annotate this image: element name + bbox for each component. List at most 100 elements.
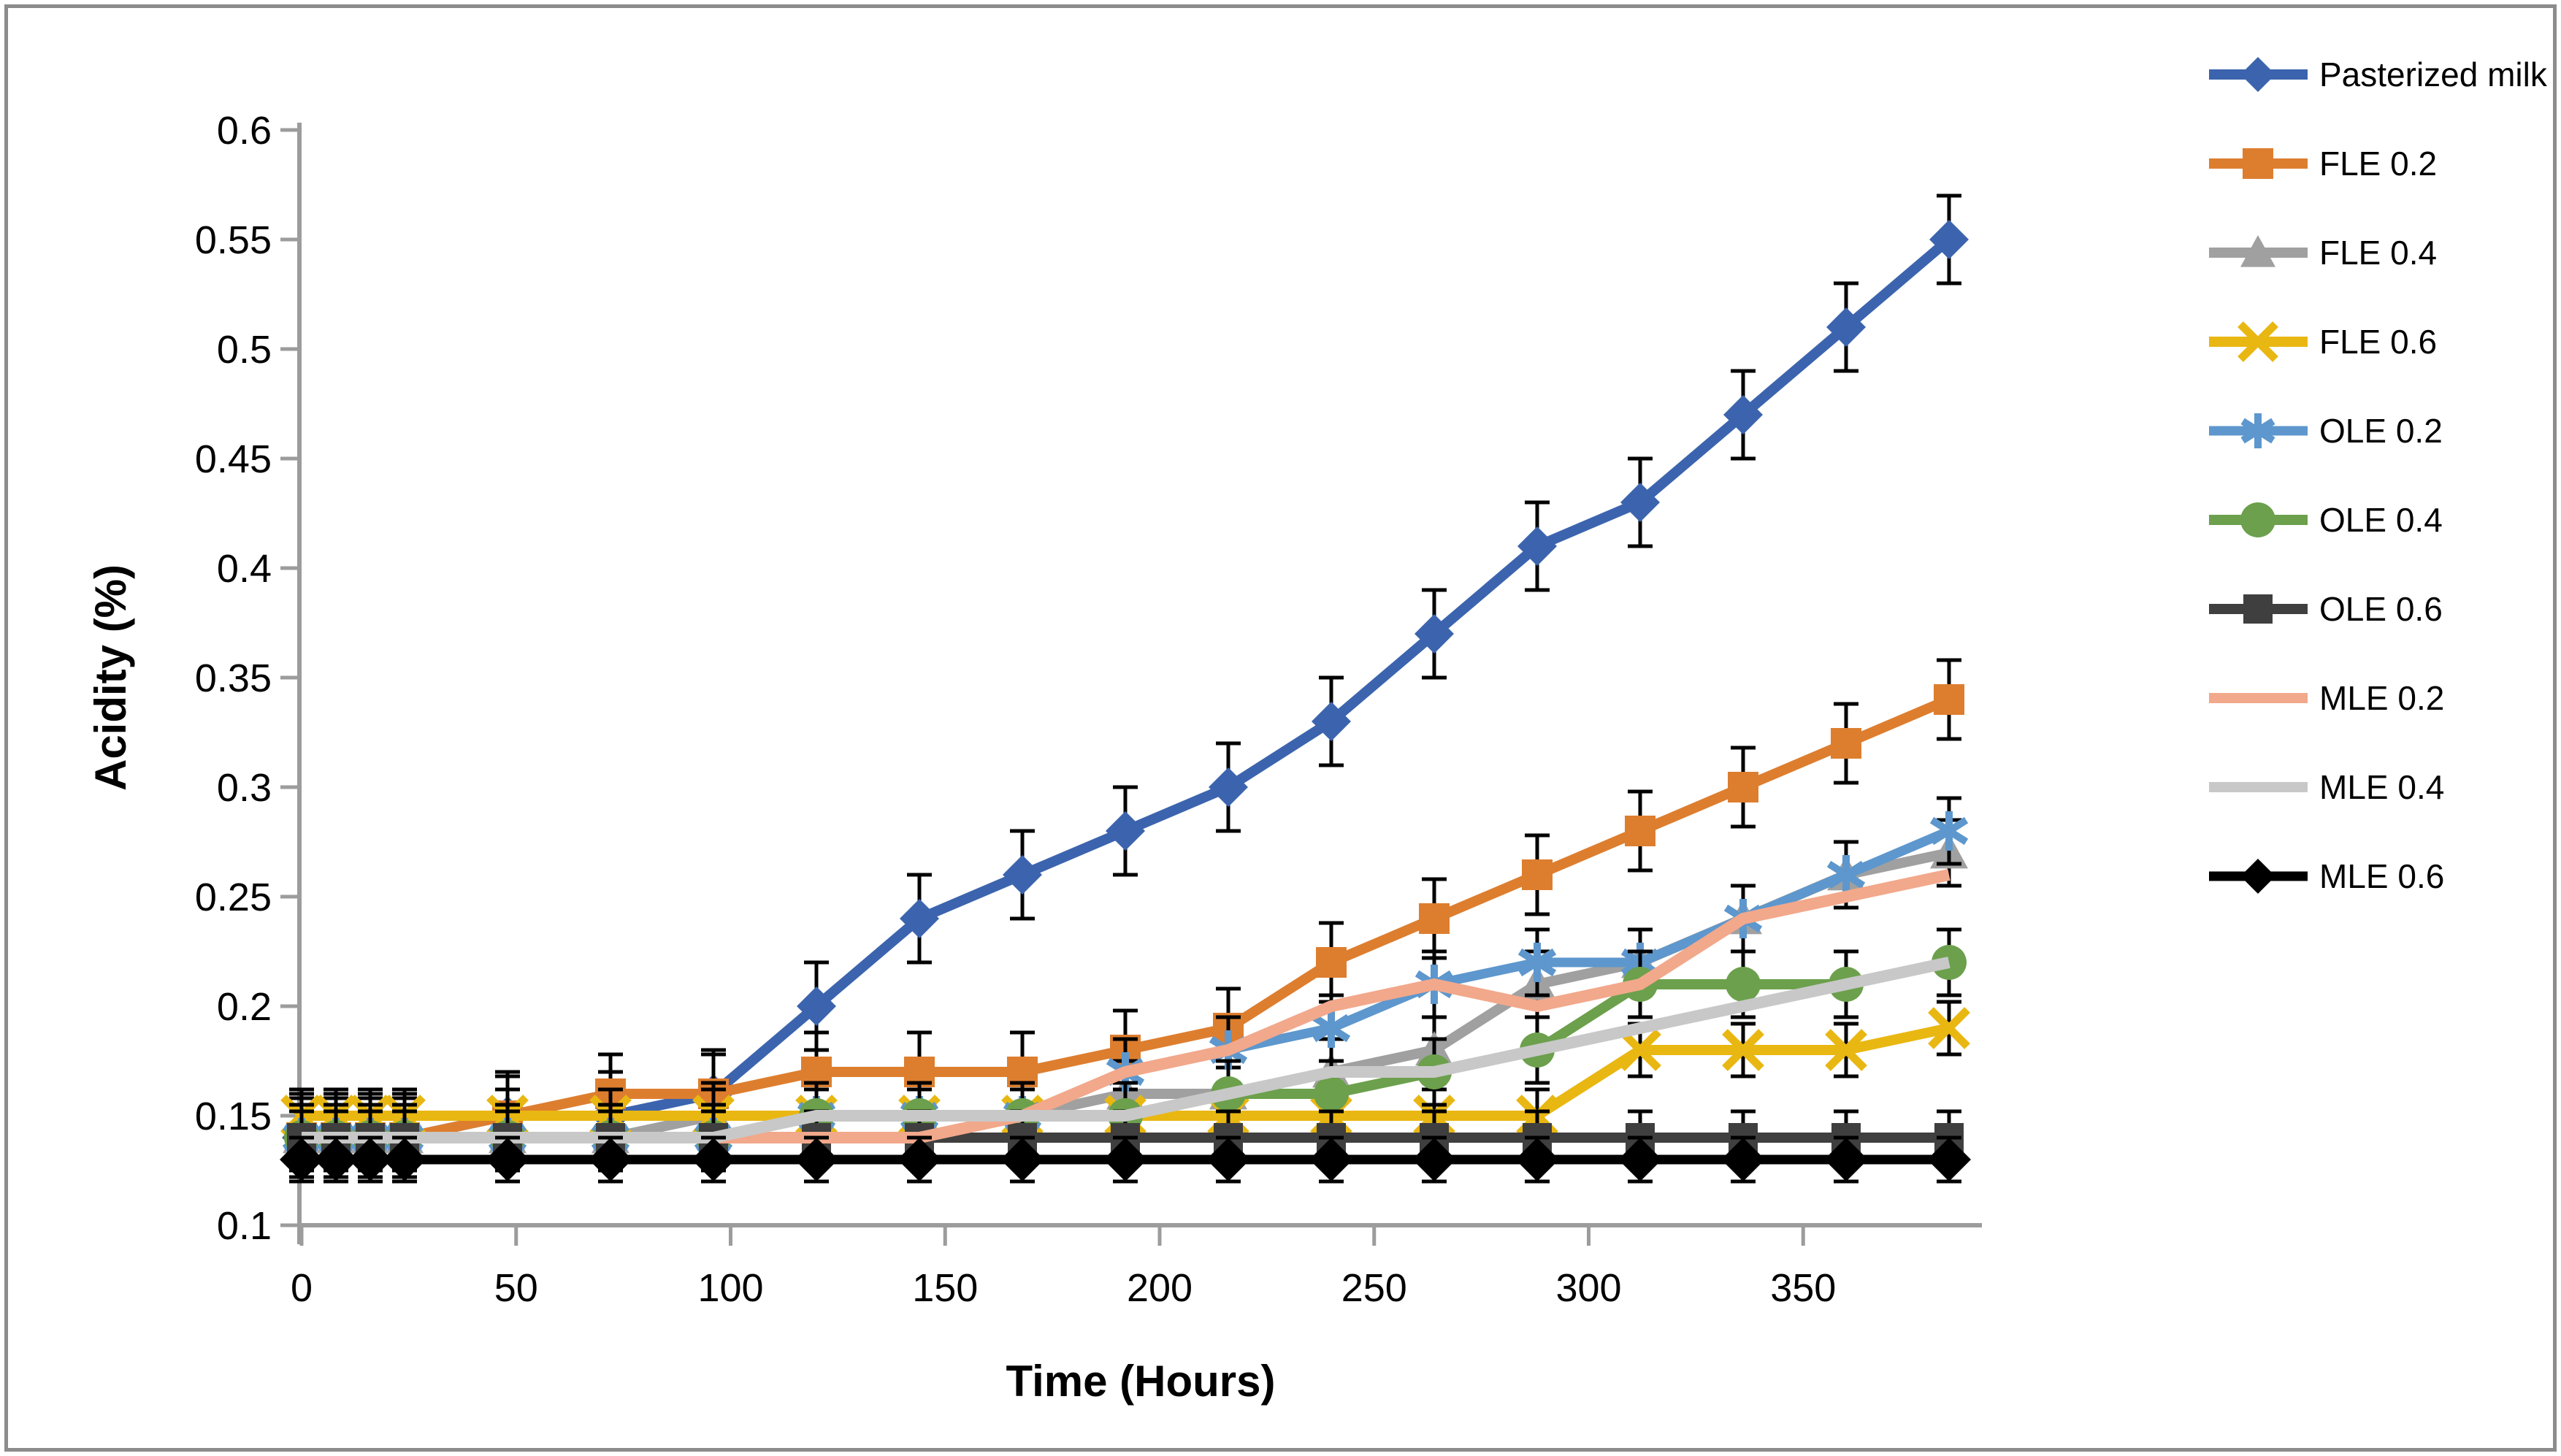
marker-x bbox=[1928, 1007, 1970, 1049]
y-tick-label: 0.2 bbox=[217, 985, 272, 1029]
legend-item-fle-0-6: FLE 0.6 bbox=[2209, 321, 2437, 362]
marker-square bbox=[1934, 684, 1964, 715]
x-axis-title: Time (Hours) bbox=[1006, 1357, 1276, 1406]
legend-label: OLE 0.4 bbox=[2319, 501, 2443, 539]
legend-label: Pasterized milk bbox=[2319, 55, 2548, 93]
marker-diamond bbox=[2240, 57, 2275, 92]
legend-label: FLE 0.4 bbox=[2319, 234, 2437, 272]
marker-diamond bbox=[1209, 767, 1248, 807]
marker-diamond bbox=[1106, 811, 1145, 851]
plot-area bbox=[280, 194, 1971, 1184]
legend-item-fle-0-4: FLE 0.4 bbox=[2209, 234, 2437, 272]
y-axis-title: Acidity (%) bbox=[86, 564, 135, 791]
marker-star bbox=[1929, 816, 1969, 846]
marker-diamond bbox=[1929, 220, 1969, 259]
x-tick-label: 300 bbox=[1555, 1266, 1621, 1310]
marker-x bbox=[2237, 321, 2278, 362]
legend-item-mle-0-6: MLE 0.6 bbox=[2209, 857, 2444, 895]
y-tick-label: 0.15 bbox=[195, 1095, 272, 1138]
x-tick-label: 250 bbox=[1341, 1266, 1407, 1310]
marker-triangle bbox=[2240, 235, 2275, 267]
marker-diamond bbox=[1415, 614, 1454, 654]
marker-square bbox=[2243, 148, 2273, 179]
marker-square bbox=[2243, 594, 2273, 624]
legend-label: FLE 0.6 bbox=[2319, 323, 2437, 361]
marker-diamond bbox=[1927, 1138, 1971, 1181]
marker-star bbox=[1312, 1014, 1351, 1043]
y-tick-label: 0.4 bbox=[217, 547, 272, 591]
marker-diamond bbox=[1515, 1138, 1559, 1181]
marker-diamond bbox=[383, 1138, 426, 1181]
marker-diamond bbox=[1003, 855, 1042, 894]
marker-square bbox=[1316, 947, 1347, 978]
marker-diamond bbox=[1826, 307, 1866, 347]
marker-diamond bbox=[900, 899, 939, 938]
marker-diamond bbox=[280, 1138, 324, 1181]
marker-circle bbox=[1314, 1076, 1349, 1111]
marker-diamond bbox=[1721, 1138, 1765, 1181]
marker-star bbox=[2240, 418, 2275, 444]
marker-diamond bbox=[897, 1138, 941, 1181]
y-tick-label: 0.55 bbox=[195, 218, 272, 262]
y-tick-label: 0.6 bbox=[217, 109, 272, 153]
marker-diamond bbox=[1309, 1138, 1353, 1181]
legend: Pasterized milk FLE 0.2 FLE 0.4 FLE 0.6 OLE … bbox=[2209, 55, 2548, 895]
marker-star bbox=[1517, 948, 1557, 977]
marker-circle bbox=[1726, 967, 1761, 1002]
marker-square bbox=[1522, 859, 1553, 890]
legend-label: OLE 0.6 bbox=[2319, 590, 2443, 628]
marker-diamond bbox=[348, 1138, 392, 1181]
x-tick-label: 50 bbox=[494, 1266, 538, 1310]
marker-diamond bbox=[1312, 702, 1351, 741]
legend-label: OLE 0.2 bbox=[2319, 412, 2443, 450]
series-line bbox=[302, 235, 1953, 1143]
marker-diamond bbox=[1000, 1138, 1044, 1181]
x-tick-label: 0 bbox=[291, 1266, 313, 1310]
y-tick-label: 0.45 bbox=[195, 437, 272, 481]
legend-item-mle-0-4: MLE 0.4 bbox=[2209, 768, 2444, 806]
marker-square bbox=[1625, 816, 1655, 846]
marker-diamond bbox=[1824, 1138, 1868, 1181]
marker-diamond bbox=[486, 1138, 529, 1181]
marker-diamond bbox=[314, 1138, 358, 1181]
legend-item-fle-0-2: FLE 0.2 bbox=[2209, 145, 2437, 183]
legend-item-mle-0-2: MLE 0.2 bbox=[2209, 679, 2444, 717]
marker-star bbox=[1826, 860, 1866, 889]
marker-diamond bbox=[1723, 395, 1763, 434]
x-tick-label: 150 bbox=[912, 1266, 978, 1310]
legend-label: MLE 0.4 bbox=[2319, 768, 2444, 806]
x-tick-label: 100 bbox=[697, 1266, 763, 1310]
marker-diamond bbox=[589, 1138, 632, 1181]
figure-border bbox=[4, 4, 2557, 1452]
y-tick-label: 0.25 bbox=[195, 875, 272, 919]
marker-diamond bbox=[1517, 526, 1557, 566]
legend-item-ole-0-2: OLE 0.2 bbox=[2209, 412, 2443, 450]
marker-diamond bbox=[692, 1138, 735, 1181]
marker-circle bbox=[2240, 502, 2275, 537]
legend-label: MLE 0.2 bbox=[2319, 679, 2444, 717]
marker-diamond bbox=[1412, 1138, 1456, 1181]
marker-diamond bbox=[1206, 1138, 1250, 1181]
marker-square bbox=[1419, 903, 1450, 934]
axes: 0.1 0.15 0.2 0.25 0.3 0.35 0.4 0.45 0.5 0.55 0.6 0 5… bbox=[195, 109, 1982, 1310]
legend-item-pasterized-milk: Pasterized milk bbox=[2209, 55, 2548, 93]
legend-label: FLE 0.2 bbox=[2319, 145, 2437, 183]
marker-x bbox=[1619, 1029, 1661, 1071]
marker-diamond bbox=[1103, 1138, 1147, 1181]
x-tick-label: 350 bbox=[1770, 1266, 1836, 1310]
marker-diamond bbox=[795, 1138, 838, 1181]
y-tick-label: 0.35 bbox=[195, 656, 272, 700]
legend-item-ole-0-6: OLE 0.6 bbox=[2209, 590, 2443, 628]
marker-square bbox=[1728, 772, 1758, 802]
legend-label: MLE 0.6 bbox=[2319, 857, 2444, 895]
y-tick-label: 0.5 bbox=[217, 328, 272, 372]
y-tick-label: 0.3 bbox=[217, 766, 272, 810]
marker-diamond bbox=[1620, 483, 1660, 522]
marker-x bbox=[1722, 1029, 1764, 1071]
y-tick-label: 0.1 bbox=[217, 1204, 272, 1248]
marker-diamond bbox=[1618, 1138, 1662, 1181]
marker-diamond bbox=[797, 986, 836, 1026]
marker-diamond bbox=[2240, 859, 2275, 894]
marker-square bbox=[1831, 728, 1861, 759]
